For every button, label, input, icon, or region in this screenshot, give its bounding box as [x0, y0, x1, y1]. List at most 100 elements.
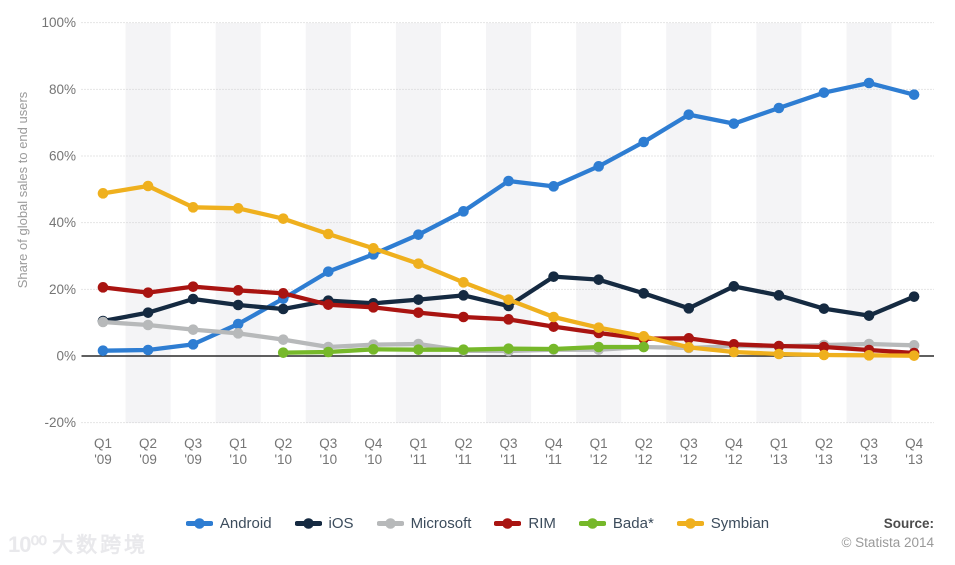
data-point-symbian — [277, 213, 289, 224]
data-point-rim — [142, 287, 154, 298]
legend-marker-icon — [294, 517, 322, 529]
x-tick-label: Q1'13 — [770, 436, 788, 467]
y-axis-title: Share of global sales to end users — [15, 91, 30, 288]
data-point-symbian — [458, 277, 469, 288]
data-point-android — [413, 229, 424, 240]
data-point-android — [187, 339, 199, 350]
data-point-android — [503, 175, 514, 187]
data-point-symbian — [593, 322, 604, 333]
data-point-ios — [863, 310, 875, 321]
copyright-text: © Statista 2014 — [841, 535, 934, 550]
watermark: 10⁰⁰ 大数跨境 — [8, 529, 148, 559]
data-point-symbian — [773, 348, 785, 360]
data-point-symbian — [638, 331, 650, 342]
data-point-rim — [187, 281, 199, 292]
legend-item-microsoft[interactable]: Microsoft — [376, 514, 472, 532]
x-tick-label: Q4'10 — [364, 436, 383, 467]
data-point-ios — [728, 281, 740, 292]
data-point-ios — [908, 291, 920, 302]
data-point-android — [142, 344, 154, 356]
data-point-bada — [548, 343, 559, 355]
data-point-rim — [683, 333, 695, 344]
x-tick-label: Q2'13 — [815, 436, 833, 467]
legend-item-android[interactable]: Android — [185, 514, 272, 532]
data-point-symbian — [97, 188, 109, 199]
data-point-android — [638, 136, 650, 148]
source-label: Source: — [883, 516, 934, 531]
data-point-android — [323, 266, 334, 277]
x-tick-label: Q1'10 — [229, 436, 247, 467]
data-point-symbian — [323, 228, 334, 240]
legend-marker-icon — [494, 517, 522, 529]
data-point-ios — [638, 288, 650, 299]
y-tick-label: 20% — [49, 282, 76, 297]
data-point-symbian — [818, 349, 830, 361]
data-point-ios — [548, 271, 559, 282]
data-point-android — [773, 102, 785, 114]
data-point-bada — [413, 344, 424, 355]
legend-item-bada[interactable]: Bada* — [578, 514, 654, 532]
data-point-symbian — [728, 346, 740, 358]
data-point-ios — [593, 274, 604, 285]
chart-legend: Android iOS Microsoft RIM Bada* Symbian — [0, 511, 955, 535]
data-point-rim — [773, 340, 785, 352]
source-block: Source: © Statista 2014 — [841, 516, 934, 550]
x-tick-label: Q3'13 — [860, 436, 878, 467]
data-point-ios — [277, 303, 289, 315]
legend-item-symbian[interactable]: Symbian — [676, 515, 769, 532]
x-tick-label: Q1'09 — [94, 436, 112, 467]
data-point-symbian — [548, 311, 559, 323]
legend-item-rim[interactable]: RIM — [494, 515, 556, 532]
data-point-rim — [413, 307, 424, 318]
data-point-ios — [187, 293, 199, 305]
data-point-bada — [368, 344, 379, 355]
legend-label: iOS — [328, 514, 354, 532]
x-tick-label: Q2'09 — [139, 436, 157, 467]
data-point-rim — [97, 282, 109, 293]
data-point-android — [593, 161, 604, 172]
data-point-rim — [458, 311, 469, 323]
data-point-symbian — [232, 203, 244, 214]
legend-marker-icon — [676, 517, 704, 529]
legend-label: Microsoft — [410, 514, 472, 532]
data-point-symbian — [187, 202, 199, 213]
x-tick-label: Q2'12 — [635, 436, 653, 467]
x-tick-label: Q3'09 — [184, 436, 202, 467]
legend-marker-icon — [185, 517, 213, 529]
y-tick-label: -20% — [44, 415, 76, 430]
data-point-symbian — [683, 342, 695, 353]
x-tick-label: Q3'12 — [680, 436, 698, 467]
x-tick-label: Q4'12 — [725, 436, 744, 467]
data-point-rim — [818, 341, 830, 353]
x-tick-label: Q2'11 — [454, 436, 472, 467]
data-point-android — [728, 118, 740, 129]
x-tick-label: Q1'12 — [590, 436, 608, 467]
data-point-symbian — [863, 350, 875, 361]
x-tick-label: Q3'11 — [500, 436, 518, 467]
data-point-ios — [818, 303, 830, 314]
legend-label: Android — [219, 514, 272, 532]
data-point-bada — [593, 341, 604, 353]
data-point-microsoft — [277, 334, 289, 345]
data-point-rim — [277, 288, 289, 299]
legend-marker-icon — [578, 517, 606, 529]
data-point-rim — [548, 321, 559, 332]
data-point-android — [818, 87, 830, 98]
data-point-rim — [368, 302, 379, 313]
legend-label: RIM — [528, 514, 556, 532]
data-point-rim — [503, 314, 514, 325]
data-point-ios — [458, 290, 469, 301]
data-point-ios — [142, 307, 154, 318]
data-point-bada — [458, 344, 469, 355]
data-point-rim — [232, 285, 244, 296]
data-point-microsoft — [187, 324, 199, 335]
data-point-symbian — [413, 258, 424, 269]
data-point-android — [863, 77, 875, 89]
data-point-bada — [503, 343, 514, 354]
data-point-ios — [773, 290, 785, 301]
legend-item-ios[interactable]: iOS — [294, 514, 354, 532]
legend-label: Bada* — [612, 514, 654, 532]
data-point-rim — [728, 339, 740, 350]
y-tick-label: 40% — [49, 215, 76, 230]
data-point-microsoft — [232, 328, 244, 339]
